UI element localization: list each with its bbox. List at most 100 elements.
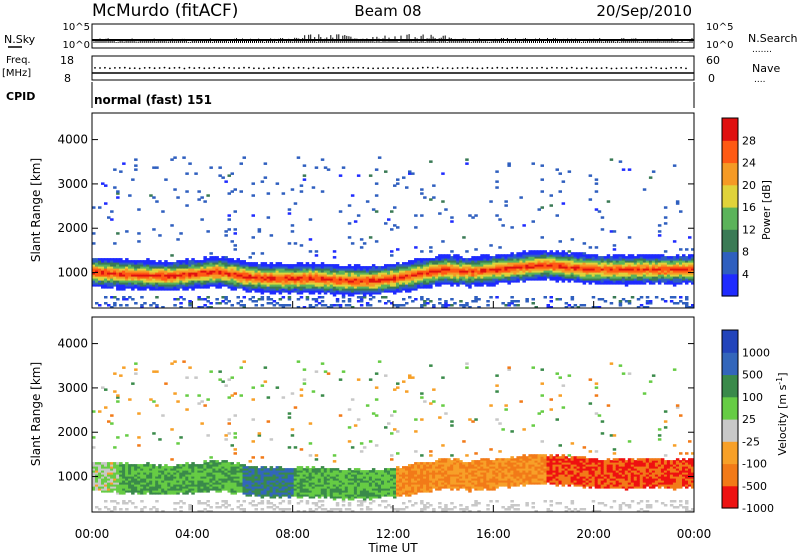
- power-cell: [597, 262, 602, 265]
- power-cell: [149, 270, 153, 273]
- power-cell: [567, 278, 572, 281]
- power-cell: [275, 302, 280, 305]
- power-cell: [194, 284, 198, 287]
- power-cell: [344, 268, 349, 271]
- power-cell: [691, 256, 694, 259]
- velocity-cell: [245, 476, 249, 479]
- power-cell: [636, 254, 641, 257]
- power-cell: [134, 262, 138, 265]
- power-cell: [414, 258, 418, 261]
- power-cell: [561, 276, 566, 279]
- power-cell: [248, 262, 252, 265]
- power-cell: [137, 278, 141, 281]
- velocity-cell: [224, 478, 228, 481]
- velocity-cell: [176, 464, 180, 467]
- power-cell: [462, 274, 466, 277]
- power-cell: [110, 210, 114, 213]
- velocity-cell: [125, 462, 129, 465]
- power-cell: [266, 286, 271, 289]
- power-cell: [525, 256, 529, 259]
- power-cell: [567, 276, 572, 279]
- velocity-cell: [248, 474, 252, 477]
- power-cell: [329, 286, 334, 289]
- power-cell: [272, 270, 277, 273]
- velocity-cell: [149, 468, 153, 471]
- power-cell: [624, 284, 629, 287]
- power-cell: [227, 228, 231, 231]
- power-cell: [194, 274, 198, 277]
- power-cell: [642, 264, 647, 267]
- power-cell: [420, 274, 424, 277]
- power-cell: [534, 276, 538, 279]
- power-cell: [317, 284, 322, 287]
- power-cell: [374, 280, 379, 283]
- velocity-cell: [179, 436, 183, 439]
- power-cell: [362, 294, 367, 297]
- power-cell: [522, 270, 526, 273]
- power-cell: [405, 262, 409, 265]
- power-cell: [447, 266, 451, 269]
- power-cell: [347, 264, 352, 267]
- power-cell: [164, 288, 168, 291]
- power-cell: [510, 226, 514, 229]
- power-cell: [110, 284, 114, 287]
- power-cell: [688, 274, 692, 277]
- power-cell: [685, 248, 689, 251]
- power-cell: [320, 268, 325, 271]
- power-cell: [624, 260, 629, 263]
- power-cell: [281, 280, 286, 283]
- velocity-cell: [122, 486, 126, 489]
- velocity-cell: [248, 492, 252, 495]
- power-cell: [335, 288, 340, 291]
- power-cell: [290, 224, 295, 227]
- power-cell: [290, 282, 295, 285]
- power-cell: [218, 274, 222, 277]
- power-cell: [618, 160, 623, 163]
- velocity-cell: [128, 466, 132, 469]
- power-cell: [555, 168, 559, 171]
- power-cell: [320, 266, 325, 269]
- power-cell: [101, 268, 105, 271]
- velocity-cell: [152, 466, 156, 469]
- velocity-cell: [209, 484, 213, 487]
- power-cell: [197, 284, 201, 287]
- power-cell: [224, 260, 228, 263]
- power-cell: [326, 272, 331, 275]
- power-cell: [564, 274, 569, 277]
- power-cell: [498, 274, 502, 277]
- power-cell: [489, 268, 493, 271]
- power-cell: [266, 302, 271, 305]
- power-cell: [639, 256, 644, 259]
- power-cell: [423, 262, 427, 265]
- power-cell: [110, 278, 114, 281]
- power-cell: [203, 276, 207, 279]
- velocity-cell: [128, 464, 132, 467]
- power-cell: [116, 258, 120, 261]
- velocity-cell: [242, 484, 246, 487]
- power-cell: [173, 280, 177, 283]
- power-cell: [113, 242, 117, 245]
- velocity-cell: [218, 486, 222, 489]
- velocity-cell: [176, 502, 180, 505]
- power-cell: [405, 278, 409, 281]
- velocity-cell: [185, 486, 189, 489]
- power-cell: [317, 280, 322, 283]
- power-cell: [576, 270, 581, 273]
- velocity-cell: [233, 472, 237, 475]
- power-cell: [471, 216, 475, 219]
- power-cell: [155, 200, 159, 203]
- power-cell: [248, 274, 252, 277]
- velocity-cell: [170, 428, 174, 431]
- velocity-cell: [110, 422, 114, 425]
- power-cell: [591, 296, 596, 299]
- power-cell: [432, 278, 436, 281]
- velocity-cell: [131, 480, 135, 483]
- power-cell: [203, 286, 207, 289]
- velocity-cell: [236, 474, 240, 477]
- power-cell: [179, 282, 183, 285]
- power-cell: [477, 256, 481, 259]
- power-cell: [456, 260, 460, 263]
- velocity-cell: [248, 472, 252, 475]
- power-cell: [459, 304, 463, 307]
- power-cell: [537, 250, 541, 253]
